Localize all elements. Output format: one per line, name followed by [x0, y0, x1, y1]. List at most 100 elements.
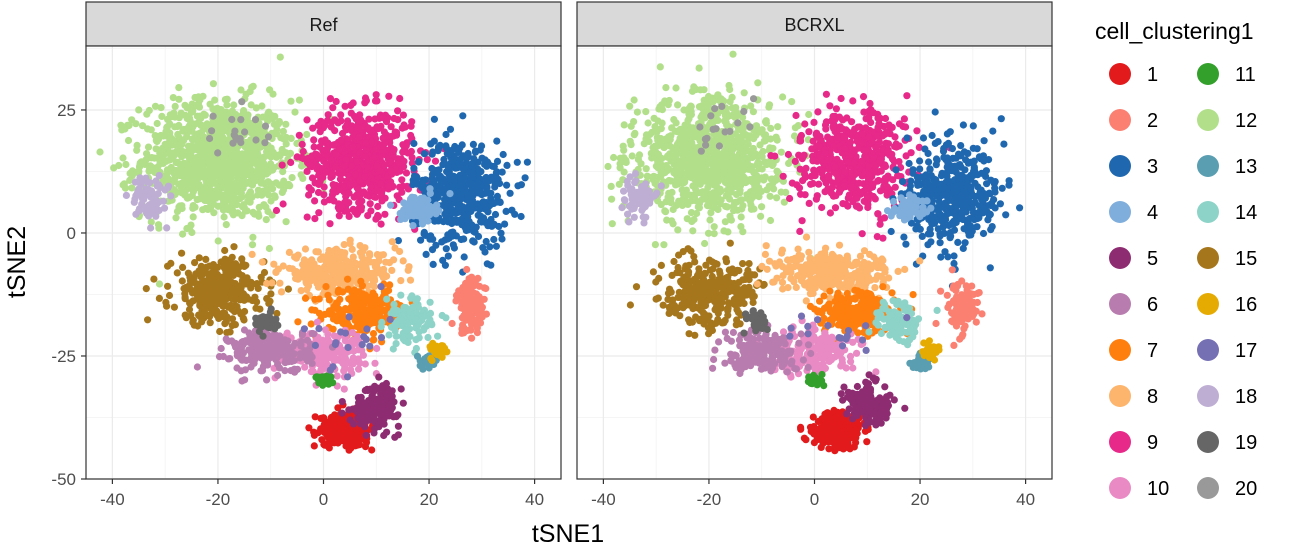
- point-cluster-12: [249, 82, 257, 90]
- point-cluster-12: [119, 154, 127, 162]
- point-cluster-9: [378, 197, 386, 205]
- point-cluster-2: [464, 306, 472, 314]
- point-cluster-9: [326, 220, 334, 228]
- point-cluster-5: [368, 399, 376, 407]
- point-cluster-12: [141, 160, 149, 168]
- point-cluster-3: [457, 208, 465, 216]
- point-cluster-20: [241, 128, 249, 136]
- point-cluster-12: [291, 108, 299, 116]
- point-cluster-8: [396, 247, 404, 256]
- point-cluster-9: [305, 184, 313, 192]
- point-cluster-4: [408, 193, 416, 201]
- point-cluster-18: [122, 191, 130, 199]
- point-cluster-3: [492, 242, 500, 250]
- point-cluster-12: [222, 221, 230, 229]
- point-cluster-8: [375, 253, 383, 261]
- point-cluster-20: [252, 136, 260, 144]
- point-cluster-7: [370, 319, 378, 327]
- point-cluster-17: [344, 343, 352, 352]
- point-cluster-4: [410, 212, 418, 220]
- point-cluster-12: [151, 102, 160, 110]
- point-cluster-3: [458, 171, 466, 179]
- point-cluster-12: [179, 149, 187, 157]
- point-cluster-12: [179, 230, 187, 238]
- point-cluster-9: [364, 124, 372, 132]
- point-cluster-12: [230, 192, 238, 201]
- point-cluster-3: [410, 164, 418, 172]
- point-cluster-12: [259, 113, 267, 121]
- point-cluster-15: [155, 294, 163, 302]
- point-cluster-3: [462, 223, 470, 231]
- point-cluster-2: [448, 319, 456, 328]
- point-cluster-3: [464, 152, 472, 160]
- point-cluster-9: [272, 206, 281, 215]
- point-cluster-12: [276, 53, 284, 61]
- point-cluster-9: [308, 174, 317, 182]
- point-cluster-15: [239, 290, 248, 298]
- point-cluster-15: [165, 291, 174, 300]
- point-cluster-6: [217, 344, 225, 353]
- point-cluster-3: [458, 194, 466, 202]
- point-cluster-3: [461, 185, 469, 193]
- point-cluster-3: [422, 231, 430, 239]
- point-cluster-5: [362, 431, 370, 439]
- strip-label-bcrxl: BCRXL: [784, 15, 844, 35]
- point-cluster-7: [385, 286, 393, 295]
- point-cluster-9: [374, 125, 382, 133]
- point-cluster-15: [202, 255, 210, 263]
- point-cluster-12: [237, 86, 245, 94]
- point-cluster-4: [446, 190, 454, 198]
- point-cluster-12: [249, 208, 257, 216]
- point-cluster-6: [287, 367, 295, 375]
- point-cluster-12: [279, 135, 288, 143]
- point-cluster-6: [238, 338, 246, 346]
- point-cluster-9: [396, 94, 404, 103]
- point-cluster-3: [484, 208, 492, 216]
- point-cluster-15: [167, 259, 175, 267]
- point-cluster-9: [363, 163, 371, 171]
- point-cluster-3: [453, 218, 461, 226]
- point-cluster-9: [387, 123, 395, 131]
- point-cluster-12: [186, 144, 194, 152]
- point-cluster-15: [173, 269, 181, 277]
- point-cluster-20: [261, 139, 269, 147]
- point-cluster-9: [306, 161, 314, 169]
- point-cluster-12: [209, 174, 217, 182]
- point-cluster-2: [463, 265, 471, 274]
- point-cluster-9: [408, 154, 416, 162]
- point-cluster-12: [143, 110, 151, 118]
- point-cluster-3: [468, 206, 476, 214]
- point-cluster-12: [172, 214, 180, 222]
- point-cluster-7: [369, 289, 377, 297]
- point-cluster-9: [299, 147, 307, 156]
- point-cluster-7: [307, 320, 315, 328]
- point-cluster-8: [333, 252, 341, 260]
- point-cluster-6: [297, 337, 305, 346]
- point-cluster-14: [406, 308, 414, 316]
- point-cluster-12: [247, 101, 255, 109]
- point-cluster-12: [124, 136, 133, 145]
- point-cluster-9: [376, 167, 384, 175]
- point-cluster-1: [319, 414, 327, 422]
- point-cluster-3: [394, 237, 402, 245]
- point-cluster-12: [191, 93, 199, 102]
- point-cluster-9: [371, 115, 379, 123]
- point-cluster-8: [306, 263, 314, 271]
- point-cluster-5: [370, 411, 378, 419]
- point-cluster-12: [206, 100, 214, 108]
- point-cluster-7: [339, 308, 347, 316]
- point-cluster-9: [329, 181, 337, 189]
- point-cluster-15: [241, 307, 249, 316]
- point-cluster-3: [517, 212, 525, 221]
- point-cluster-4: [405, 201, 413, 210]
- point-cluster-4: [432, 210, 440, 218]
- point-cluster-12: [209, 80, 217, 88]
- point-cluster-14: [413, 295, 421, 303]
- point-cluster-3: [471, 148, 480, 156]
- point-cluster-12: [173, 143, 182, 151]
- point-cluster-18: [160, 204, 169, 212]
- point-cluster-12: [205, 197, 213, 205]
- point-cluster-17: [329, 363, 337, 371]
- point-cluster-9: [377, 180, 385, 188]
- point-cluster-12: [238, 203, 247, 211]
